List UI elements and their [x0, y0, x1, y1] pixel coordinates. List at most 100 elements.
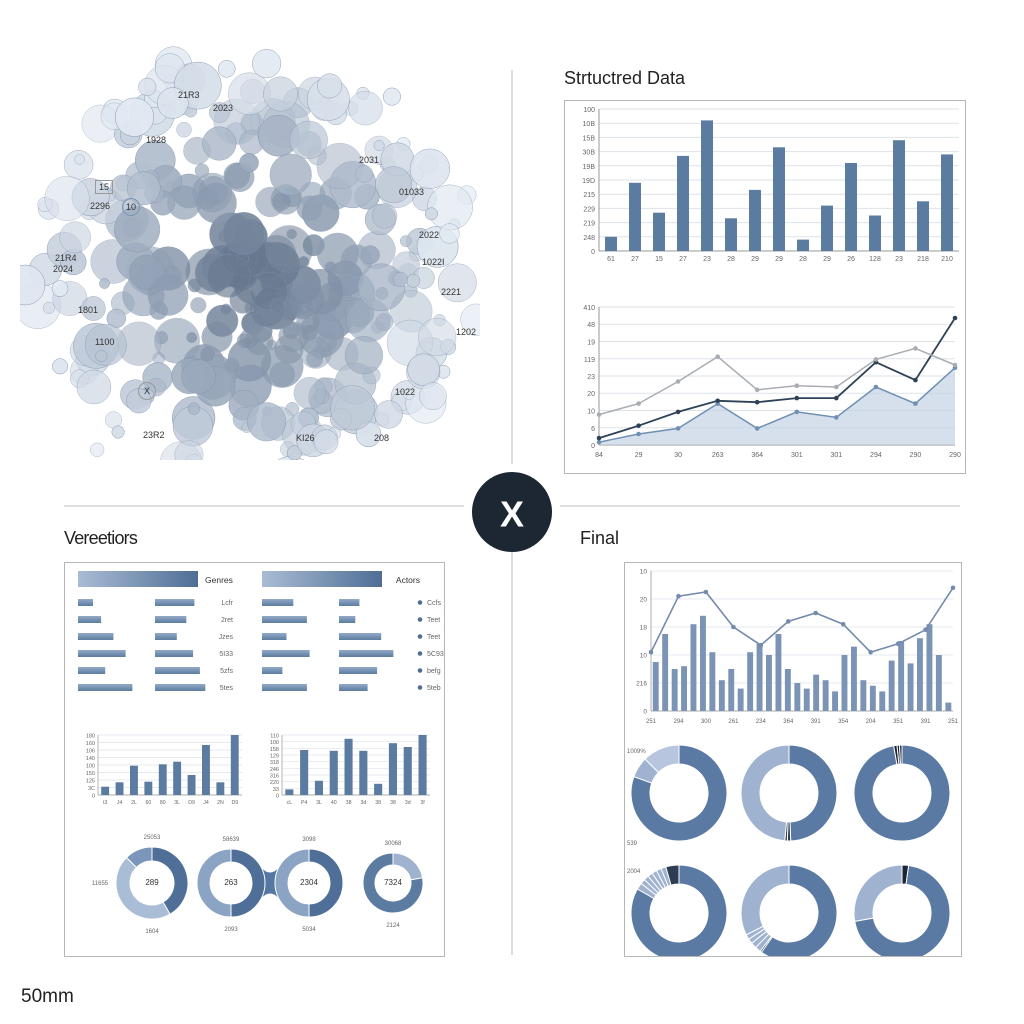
svg-text:140: 140: [86, 756, 95, 762]
svg-text:119: 119: [584, 357, 595, 364]
svg-text:10: 10: [587, 409, 595, 416]
svg-text:28: 28: [799, 256, 807, 263]
svg-text:150: 150: [86, 771, 95, 777]
svg-text:30: 30: [674, 452, 682, 459]
svg-text:391: 391: [920, 719, 931, 725]
svg-text:19: 19: [587, 340, 595, 347]
svg-text:1009%: 1009%: [627, 749, 646, 755]
svg-text:364: 364: [751, 452, 763, 459]
svg-text:19D: 19D: [582, 178, 595, 185]
svg-text:20: 20: [640, 597, 648, 604]
svg-text:60: 60: [146, 800, 152, 806]
svg-text:7324: 7324: [384, 878, 402, 887]
svg-text:0: 0: [92, 794, 95, 800]
svg-text:27: 27: [679, 256, 687, 263]
svg-text:316: 316: [270, 774, 279, 780]
svg-text:10: 10: [640, 569, 648, 576]
svg-text:3f: 3f: [420, 800, 425, 806]
svg-text:106: 106: [86, 749, 95, 755]
svg-text:15: 15: [655, 256, 663, 263]
svg-text:2093: 2093: [224, 927, 238, 933]
svg-text:Teet: Teet: [427, 634, 440, 641]
svg-text:30B: 30B: [583, 150, 596, 157]
svg-text:3L: 3L: [316, 800, 322, 806]
svg-text:28: 28: [727, 256, 735, 263]
svg-text:129: 129: [270, 754, 279, 760]
svg-text:D9: D9: [231, 800, 238, 806]
svg-text:38: 38: [390, 800, 396, 806]
svg-text:219: 219: [583, 221, 595, 228]
svg-text:158: 158: [270, 747, 279, 753]
svg-text:180: 180: [86, 734, 95, 740]
svg-text:27: 27: [631, 256, 639, 263]
svg-text:218: 218: [917, 256, 929, 263]
svg-text:11655: 11655: [92, 881, 109, 887]
svg-text:61: 61: [607, 256, 615, 263]
svg-text:0: 0: [643, 709, 647, 716]
svg-text:5034: 5034: [302, 927, 316, 933]
svg-text:Jzes: Jzes: [219, 634, 234, 641]
svg-text:3C: 3C: [88, 786, 95, 792]
svg-text:58639: 58639: [223, 837, 240, 843]
svg-text:216: 216: [636, 681, 647, 688]
svg-text:84: 84: [595, 452, 603, 459]
svg-text:38: 38: [375, 800, 381, 806]
svg-text:128: 128: [869, 256, 881, 263]
svg-text:29: 29: [751, 256, 759, 263]
svg-text:Ccfs: Ccfs: [427, 600, 442, 607]
svg-text:2ret: 2ret: [221, 617, 233, 624]
svg-text:2124: 2124: [386, 923, 400, 929]
svg-text:110: 110: [270, 734, 279, 740]
svg-text:Lcfr: Lcfr: [221, 600, 233, 607]
svg-text:248: 248: [583, 235, 595, 242]
svg-text:40: 40: [331, 800, 337, 806]
svg-text:19B: 19B: [583, 164, 596, 171]
svg-text:20: 20: [587, 391, 595, 398]
svg-text:Actors: Actors: [396, 575, 420, 585]
svg-text:364: 364: [783, 719, 794, 725]
svg-text:33: 33: [273, 787, 279, 793]
svg-text:10: 10: [640, 653, 648, 660]
svg-text:5zfs: 5zfs: [220, 668, 233, 675]
svg-text:294: 294: [870, 452, 882, 459]
svg-text:246: 246: [270, 767, 279, 773]
svg-text:5I33: 5I33: [219, 651, 233, 658]
svg-text:2304: 2304: [300, 878, 318, 887]
svg-text:301: 301: [830, 452, 842, 459]
svg-text:t3: t3: [103, 800, 107, 806]
svg-text:29: 29: [775, 256, 783, 263]
svg-text:18: 18: [640, 625, 648, 632]
svg-text:539: 539: [627, 841, 638, 847]
svg-text:2N: 2N: [217, 800, 224, 806]
svg-text:25053: 25053: [144, 835, 161, 841]
svg-text:2L: 2L: [131, 800, 137, 806]
svg-text:1604: 1604: [145, 929, 159, 935]
svg-text:23: 23: [703, 256, 711, 263]
svg-text:3d: 3d: [361, 800, 367, 806]
svg-text:6: 6: [591, 426, 595, 433]
svg-text:2004: 2004: [627, 869, 641, 875]
svg-text:294: 294: [673, 719, 684, 725]
svg-text:351: 351: [893, 719, 904, 725]
svg-text:100: 100: [583, 107, 595, 114]
svg-text:D9: D9: [188, 800, 195, 806]
svg-text:10B: 10B: [583, 121, 596, 128]
svg-text:100: 100: [270, 740, 279, 746]
svg-text:210: 210: [941, 256, 953, 263]
svg-text:290: 290: [910, 452, 922, 459]
svg-text:204: 204: [866, 719, 877, 725]
svg-text:5C93: 5C93: [427, 651, 444, 658]
svg-text:289: 289: [145, 878, 159, 887]
svg-text:30068: 30068: [385, 841, 402, 847]
svg-text:100: 100: [86, 764, 95, 770]
svg-text:29: 29: [635, 452, 643, 459]
svg-text:0: 0: [591, 249, 595, 256]
svg-text:251: 251: [948, 719, 959, 725]
svg-text:29: 29: [823, 256, 831, 263]
svg-text:cL: cL: [287, 800, 293, 806]
svg-text:26: 26: [847, 256, 855, 263]
svg-text:3098: 3098: [302, 837, 316, 843]
svg-text:290: 290: [949, 452, 961, 459]
svg-text:J4: J4: [117, 800, 123, 806]
svg-text:160: 160: [86, 741, 95, 747]
